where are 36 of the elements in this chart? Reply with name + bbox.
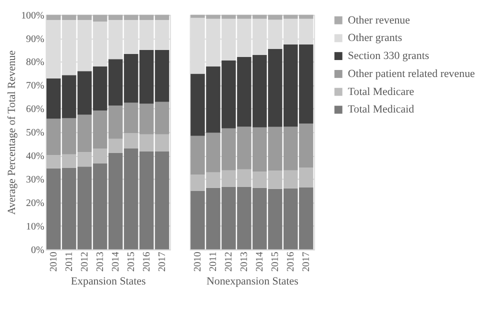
x-axis-title: Expansion States [70,276,146,288]
x-tick-label: 2010 [192,252,204,272]
x-tick-label: 2011 [208,252,220,272]
x-tick-label: 2015 [270,252,282,272]
y-tick-label: 80% [26,57,44,68]
x-tick-label: 2012 [80,252,91,272]
legend-label: Total Medicare [348,86,414,98]
legend-label: Other revenue [348,14,410,26]
x-tick-label: 2010 [48,252,60,272]
x-axis-title: Nonexpansion States [206,276,298,288]
x-tick-label: 2014 [254,252,266,272]
x-tick-label: 2016 [142,252,153,272]
legend-label: Section 330 grants [348,50,430,62]
y-tick-label: 30% [26,174,44,186]
y-tick-label: 100% [21,10,44,22]
x-tick-label: 2016 [286,252,297,272]
x-tick-label: 2015 [126,252,138,272]
y-tick-label: 0% [30,244,44,256]
y-tick-label: 40% [26,151,44,162]
legend-label: Other patient related revenue [348,68,476,80]
x-tick-label: 2013 [239,252,250,272]
y-tick-label: 60% [26,104,44,116]
y-axis-title: Average Percentage of Total Revenue [6,50,18,215]
x-tick-label: 2017 [301,252,312,272]
x-tick-label: 2013 [95,252,106,272]
y-tick-label: 20% [26,198,44,209]
x-tick-label: 2011 [64,252,76,272]
y-tick-label: 50% [26,128,44,139]
x-tick-label: 2012 [224,252,235,272]
y-tick-label: 70% [26,80,44,92]
legend-label: Other grants [348,32,402,44]
legend-label: Total Medicaid [348,104,415,116]
x-tick-label: 2017 [157,252,168,272]
y-tick-label: 10% [26,221,44,232]
y-tick-label: 90% [26,34,44,45]
x-tick-label: 2014 [110,252,122,272]
